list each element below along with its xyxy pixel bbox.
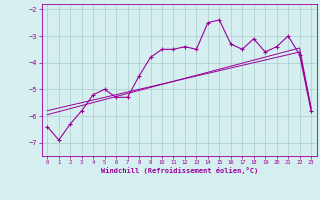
X-axis label: Windchill (Refroidissement éolien,°C): Windchill (Refroidissement éolien,°C) [100,167,258,174]
